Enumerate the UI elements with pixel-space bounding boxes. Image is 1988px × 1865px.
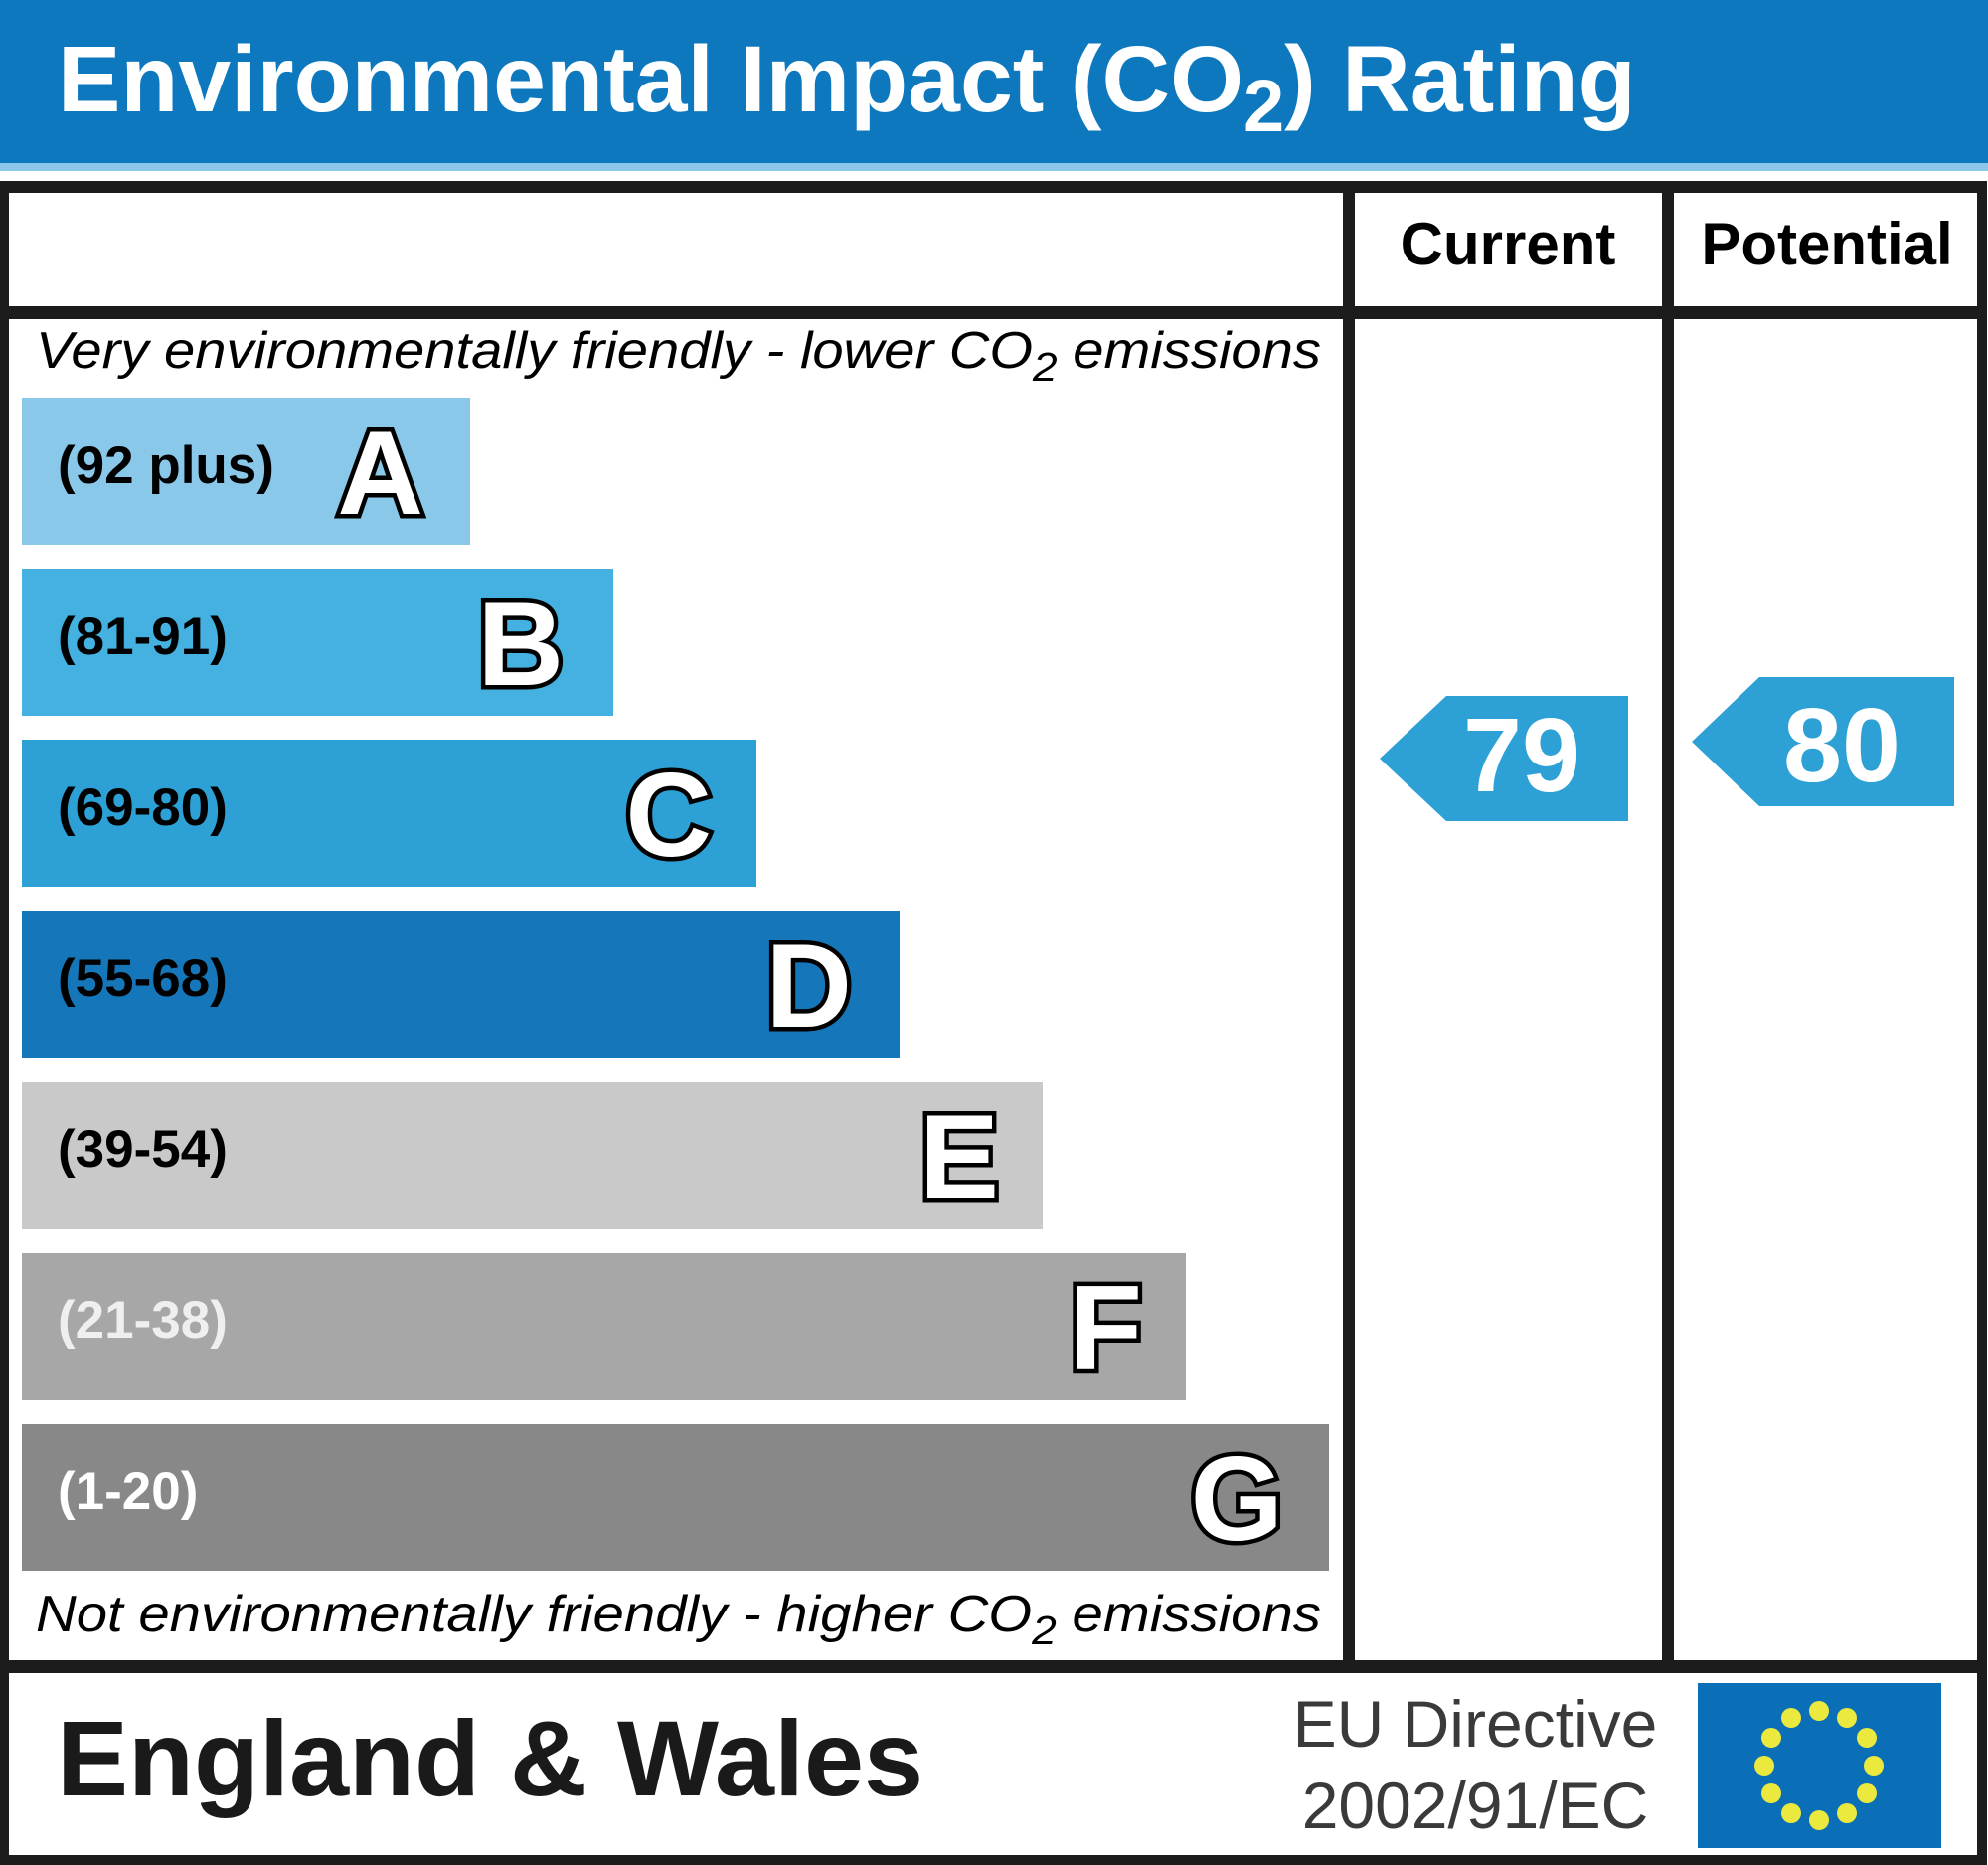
svg-text:Environmental Impact (CO2) Rat: Environmental Impact (CO2) Rating	[58, 27, 1636, 147]
svg-text:(1-20): (1-20)	[58, 1462, 198, 1521]
svg-text:(81-91): (81-91)	[58, 607, 228, 666]
svg-text:F: F	[1070, 1262, 1142, 1395]
svg-text:G: G	[1191, 1433, 1283, 1566]
svg-text:(55-68): (55-68)	[58, 949, 228, 1008]
svg-text:(69-80): (69-80)	[58, 778, 228, 837]
svg-text:80: 80	[1783, 687, 1901, 804]
svg-text:D: D	[765, 920, 852, 1053]
svg-text:England & Wales: England & Wales	[57, 1698, 923, 1818]
svg-text:Potential: Potential	[1701, 211, 1952, 277]
svg-text:Current: Current	[1401, 211, 1616, 277]
svg-text:Not environmentally friendly -: Not environmentally friendly - higher CO…	[36, 1586, 1321, 1653]
svg-text:B: B	[477, 578, 564, 711]
svg-text:(21-38): (21-38)	[58, 1291, 228, 1350]
svg-text:79: 79	[1463, 697, 1580, 814]
svg-text:EU Directive: EU Directive	[1293, 1687, 1658, 1761]
svg-text:C: C	[625, 749, 712, 882]
svg-text:(92 plus): (92 plus)	[58, 436, 274, 495]
svg-text:(39-54): (39-54)	[58, 1120, 228, 1179]
svg-text:E: E	[919, 1091, 999, 1224]
svg-text:Very environmentally friendly: Very environmentally friendly - lower CO…	[36, 322, 1321, 390]
svg-text:2002/91/EC: 2002/91/EC	[1302, 1769, 1649, 1842]
svg-text:A: A	[337, 407, 423, 540]
